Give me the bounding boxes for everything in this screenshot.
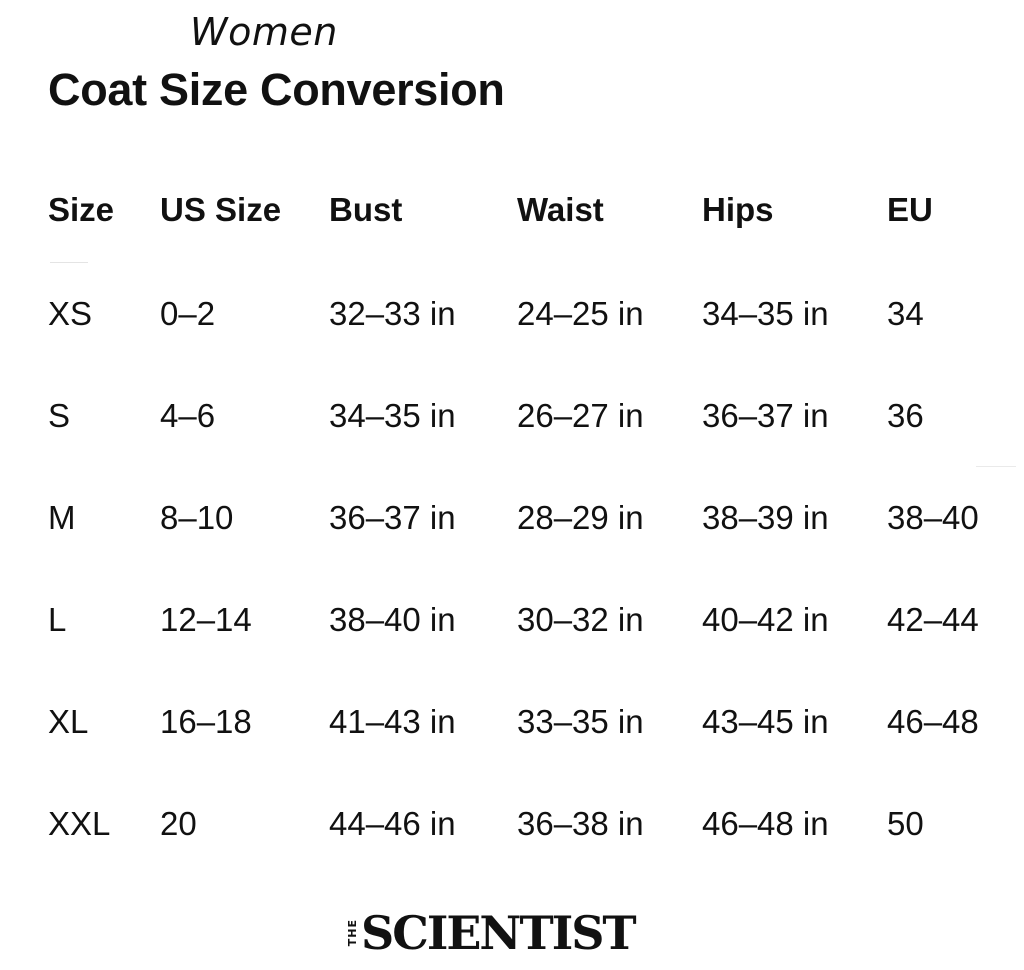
subtitle: Women xyxy=(190,10,338,54)
cell-bust: 38–40 in xyxy=(329,601,456,638)
size-conversion-table: Size US Size Bust Waist Hips EU XS 0–2 3… xyxy=(48,185,1017,875)
cell-us-size: 0–2 xyxy=(160,295,216,332)
edge-divider xyxy=(976,466,1016,467)
cell-bust: 36–37 in xyxy=(329,499,456,536)
cell-hips: 43–45 in xyxy=(702,703,829,740)
column-header-us-size: US Size xyxy=(160,191,282,228)
cell-eu: 38–40 xyxy=(887,499,979,536)
cell-waist: 36–38 in xyxy=(517,805,644,842)
cell-waist: 28–29 in xyxy=(517,499,644,536)
cell-size: XS xyxy=(48,295,93,332)
cell-hips: 38–39 in xyxy=(702,499,829,536)
cell-eu: 50 xyxy=(887,805,924,842)
cell-hips: 34–35 in xyxy=(702,295,829,332)
table-row: XL 16–18 41–43 in 33–35 in 43–45 in 46–4… xyxy=(48,671,1017,773)
cell-eu: 46–48 xyxy=(887,703,979,740)
cell-us-size: 4–6 xyxy=(160,397,216,434)
cell-bust: 34–35 in xyxy=(329,397,456,434)
cell-bust: 41–43 in xyxy=(329,703,456,740)
cell-hips: 46–48 in xyxy=(702,805,829,842)
table-row: L 12–14 38–40 in 30–32 in 40–42 in 42–44 xyxy=(48,569,1017,671)
cell-size: S xyxy=(48,397,71,434)
cell-size: XXL xyxy=(48,805,111,842)
header-divider xyxy=(50,262,88,263)
cell-waist: 30–32 in xyxy=(517,601,644,638)
cell-size: M xyxy=(48,499,76,536)
cell-waist: 26–27 in xyxy=(517,397,644,434)
logo-prefix: THE xyxy=(346,919,359,947)
cell-size: L xyxy=(48,601,67,638)
cell-bust: 32–33 in xyxy=(329,295,456,332)
table-row: M 8–10 36–37 in 28–29 in 38–39 in 38–40 xyxy=(48,467,1017,569)
cell-eu: 42–44 xyxy=(887,601,979,638)
cell-us-size: 8–10 xyxy=(160,499,234,536)
table-row: XXL 20 44–46 in 36–38 in 46–48 in 50 xyxy=(48,773,1017,875)
cell-waist: 24–25 in xyxy=(517,295,644,332)
column-header-size: Size xyxy=(48,191,115,228)
cell-bust: 44–46 in xyxy=(329,805,456,842)
table-header-row: Size US Size Bust Waist Hips EU xyxy=(48,185,1017,263)
cell-eu: 36 xyxy=(887,397,924,434)
the-scientist-logo: THE SCIENTIST xyxy=(346,905,637,961)
column-header-waist: Waist xyxy=(517,191,604,228)
cell-waist: 33–35 in xyxy=(517,703,644,740)
page-title: Coat Size Conversion xyxy=(48,64,505,115)
cell-us-size: 16–18 xyxy=(160,703,252,740)
cell-us-size: 12–14 xyxy=(160,601,252,638)
table-row: XS 0–2 32–33 in 24–25 in 34–35 in 34 xyxy=(48,263,1017,365)
cell-hips: 36–37 in xyxy=(702,397,829,434)
logo-wordmark: SCIENTIST xyxy=(361,906,637,960)
table-row: S 4–6 34–35 in 26–27 in 36–37 in 36 xyxy=(48,365,1017,467)
column-header-bust: Bust xyxy=(329,191,403,228)
column-header-eu: EU xyxy=(887,191,933,228)
column-header-hips: Hips xyxy=(702,191,774,228)
cell-hips: 40–42 in xyxy=(702,601,829,638)
cell-us-size: 20 xyxy=(160,805,197,842)
cell-size: XL xyxy=(48,703,89,740)
cell-eu: 34 xyxy=(887,295,924,332)
